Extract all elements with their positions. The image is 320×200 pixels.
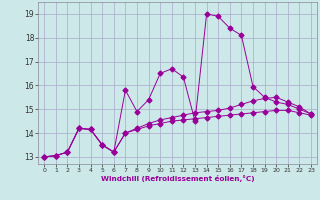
X-axis label: Windchill (Refroidissement éolien,°C): Windchill (Refroidissement éolien,°C) (101, 175, 254, 182)
